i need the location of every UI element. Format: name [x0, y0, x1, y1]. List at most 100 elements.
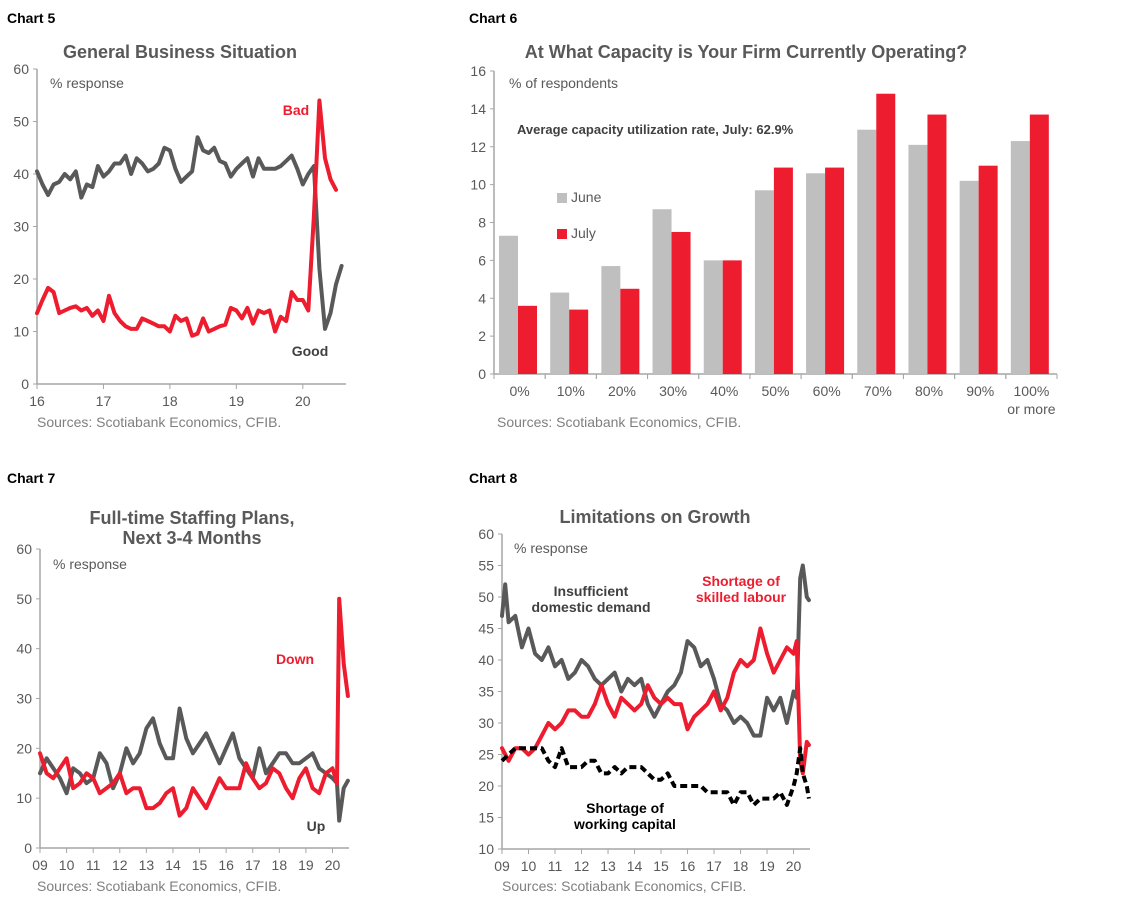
x-tick-label: 14 [627, 858, 643, 874]
y-tick-label: 2 [478, 328, 486, 344]
x-tick-label: 16 [680, 858, 696, 874]
chart6-title: At What Capacity is Your Firm Currently … [524, 42, 968, 62]
y-tick-label: 10 [470, 177, 486, 193]
chart7-title-line1: Full-time Staffing Plans, [89, 508, 295, 528]
y-tick-label: 15 [478, 810, 494, 826]
series-bad [35, 98, 338, 338]
y-tick-label: 40 [13, 166, 29, 182]
bar-july-80% [927, 114, 947, 375]
chart8-demand-label-line2: domestic demand [531, 599, 651, 615]
chart5-good-label: Good [291, 343, 329, 359]
x-tick-label: 20 [325, 857, 341, 873]
bar-july-70% [876, 93, 896, 374]
x-tick-label: 0% [509, 383, 529, 399]
chart5-number: Chart 5 [7, 10, 56, 26]
y-tick-label: 60 [478, 526, 494, 542]
x-tick-label: 100% [1014, 383, 1050, 399]
y-tick-label: 10 [478, 841, 494, 857]
x-tick-label: 70% [864, 383, 892, 399]
legend-label-june: June [571, 189, 602, 205]
chart6-source: Sources: Scotiabank Economics, CFIB. [497, 414, 742, 430]
x-tick-label: 09 [494, 858, 510, 874]
x-tick-label: 10 [59, 857, 75, 873]
series-good [35, 135, 344, 331]
bar-july-60% [825, 167, 845, 374]
legend-item-june: June [557, 189, 601, 205]
y-tick-label: 40 [478, 652, 494, 668]
x-tick-label: 13 [139, 857, 155, 873]
y-tick-label: 25 [478, 747, 494, 763]
y-tick-label: 30 [13, 219, 29, 235]
bar-june-60% [806, 173, 826, 374]
chart8-capital-label-line2: working capital [574, 816, 676, 832]
chart6-number: Chart 6 [469, 10, 518, 26]
y-tick-label: 20 [13, 271, 29, 287]
x-tick-label: 50% [761, 383, 789, 399]
bar-july-100% [1029, 114, 1049, 375]
chart8-capital-label-line1: Shortage of [586, 800, 664, 816]
y-tick-label: 30 [16, 691, 32, 707]
chart5-bad-label: Bad [282, 102, 310, 118]
y-tick-label: 0 [24, 840, 32, 856]
y-tick-label: 0 [478, 366, 486, 382]
chart8-labour-label: Shortage of skilled labour [696, 573, 786, 605]
x-tick-label: 11 [548, 858, 563, 874]
chart5-title: General Business Situation [62, 42, 298, 62]
series-shortage-of-working-capital [500, 746, 811, 807]
chart8-labour-label-line1: Shortage of [702, 573, 780, 589]
y-tick-label: 20 [16, 740, 32, 756]
bar-june-30% [652, 209, 672, 374]
x-tick-label: 10% [557, 383, 585, 399]
x-tick-label: 15 [192, 857, 208, 873]
x-tick-label: 17 [706, 858, 722, 874]
y-tick-label: 10 [13, 324, 29, 340]
chart7-plot: 0 10 20 30 40 50 60 09 10 11 12 13 14 15 16 17 18 19 20 [16, 541, 350, 873]
x-tick-label: 16 [218, 857, 234, 873]
chart8-demand-label: Insufficient domestic demand [531, 583, 650, 615]
y-tick-label: 14 [470, 101, 486, 117]
y-tick-label: 20 [478, 778, 494, 794]
series-insufficient-domestic-demand [500, 563, 811, 738]
x-tick-label: 13 [600, 858, 616, 874]
y-tick-label: 50 [16, 591, 32, 607]
y-tick-label: 40 [16, 641, 32, 657]
x-tick-label: 10 [521, 858, 537, 874]
x-tick-label: 20 [786, 858, 802, 874]
y-tick-label: 30 [478, 715, 494, 731]
x-tick-label: 19 [298, 857, 314, 873]
chart8-unit-label: % response [514, 540, 588, 556]
chart8-title: Limitations on Growth [559, 507, 751, 527]
chart7-down-label: Down [275, 651, 315, 667]
y-tick-label: 50 [13, 114, 29, 130]
x-tick-label: 18 [272, 857, 288, 873]
bar-june-80% [908, 144, 928, 374]
y-tick-label: 12 [470, 139, 486, 155]
y-tick-label: 60 [16, 541, 32, 557]
bar-july-30% [671, 231, 691, 374]
x-tick-label: 12 [574, 858, 590, 874]
bar-june-20% [601, 266, 621, 374]
legend-item-july: July [557, 225, 596, 241]
x-tick-label: 12 [112, 857, 128, 873]
y-tick-label: 10 [16, 790, 32, 806]
series-shortage-of-skilled-labour [500, 626, 811, 776]
bar-june-70% [857, 129, 877, 374]
x-tick-label: 60% [813, 383, 841, 399]
bar-june-50% [754, 190, 774, 374]
chart6-unit-label: % of respondents [509, 75, 618, 91]
x-tick-label: 14 [165, 857, 181, 873]
x-tick-label: 19 [759, 858, 775, 874]
x-tick-label: 20 [295, 393, 311, 409]
chart7-source: Sources: Scotiabank Economics, CFIB. [37, 878, 282, 894]
bar-june-100% [1010, 141, 1030, 374]
x-tick-label: 17 [96, 393, 112, 409]
y-tick-label: 4 [478, 290, 486, 306]
chart5-source: Sources: Scotiabank Economics, CFIB. [37, 414, 282, 430]
chart8-capital-label: Shortage of working capital [574, 800, 676, 832]
x-tick-label: 18 [733, 858, 749, 874]
bar-july-40% [722, 260, 742, 374]
y-tick-label: 50 [478, 589, 494, 605]
chart8-source: Sources: Scotiabank Economics, CFIB. [502, 878, 747, 894]
legend-label-july: July [571, 225, 596, 241]
bar-july-10% [569, 309, 589, 374]
